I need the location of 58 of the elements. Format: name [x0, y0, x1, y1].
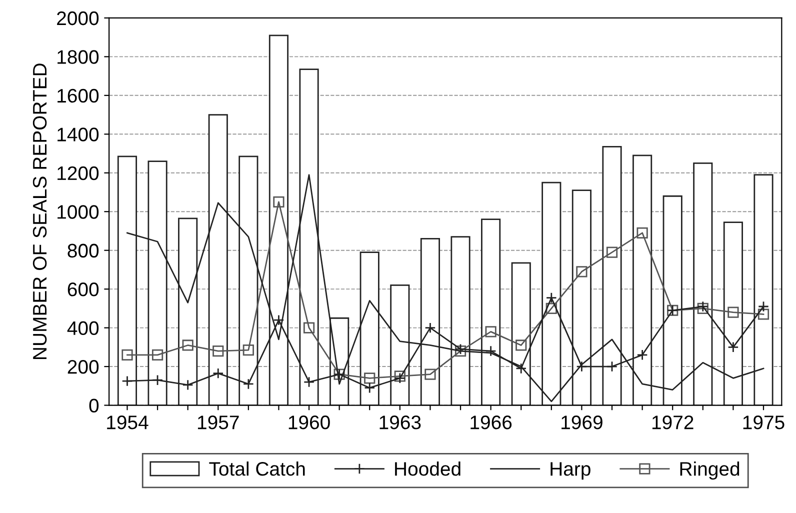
point — [242, 344, 254, 356]
point — [576, 266, 588, 278]
legend-label: Ringed — [680, 462, 740, 480]
point — [606, 246, 618, 258]
point — [576, 360, 588, 372]
point — [516, 340, 527, 351]
point — [182, 340, 194, 351]
point — [424, 368, 436, 380]
y-tick-label: 1600 — [58, 88, 99, 103]
x-tick-label: 1954 — [107, 416, 148, 430]
y-tick-label: 2000 — [57, 11, 99, 26]
point — [212, 368, 224, 379]
point — [242, 378, 254, 390]
point — [364, 382, 376, 394]
point — [606, 360, 618, 372]
y-tick-label: 0 — [89, 398, 99, 413]
point — [758, 300, 770, 312]
point — [152, 349, 164, 360]
point — [212, 345, 224, 357]
x-tick-label: 1972 — [652, 416, 694, 430]
point — [636, 349, 648, 360]
x-tick-label: 1966 — [470, 416, 512, 430]
point — [273, 196, 284, 208]
point — [303, 322, 315, 334]
y-tick-label: 1800 — [58, 50, 99, 64]
point — [546, 302, 557, 314]
point — [636, 227, 648, 238]
y-tick-label: 200 — [68, 360, 99, 374]
point — [758, 308, 770, 320]
point — [728, 342, 739, 353]
point — [152, 374, 164, 386]
legend-label: Hooded — [395, 462, 460, 476]
y-axis-title: NUMBER OF SEALS REPORTED — [32, 64, 47, 359]
point — [122, 376, 133, 387]
x-tick-label: 1957 — [198, 416, 239, 430]
point — [122, 349, 133, 360]
point — [546, 292, 557, 304]
y-tick-label: 400 — [67, 321, 99, 336]
point — [182, 379, 194, 390]
y-tick-label: 1000 — [58, 205, 99, 219]
point — [273, 314, 284, 326]
legend-label: Harp — [550, 462, 590, 480]
point — [728, 306, 739, 318]
x-tick-label: 1960 — [288, 416, 330, 430]
point — [424, 322, 436, 334]
x-tick-label: 1963 — [380, 416, 421, 430]
y-tick-label: 1400 — [58, 128, 99, 142]
x-tick-label: 1969 — [562, 416, 602, 430]
y-tick-label: 800 — [68, 244, 99, 258]
x-tick-label: 1975 — [743, 416, 784, 430]
y-tick-label: 600 — [68, 282, 99, 296]
point — [364, 372, 376, 384]
point — [516, 362, 527, 374]
point — [303, 376, 315, 388]
point — [485, 326, 496, 338]
point — [485, 345, 496, 357]
legend-label: Total Catch — [209, 462, 305, 476]
y-tick-label: 1200 — [58, 166, 99, 180]
